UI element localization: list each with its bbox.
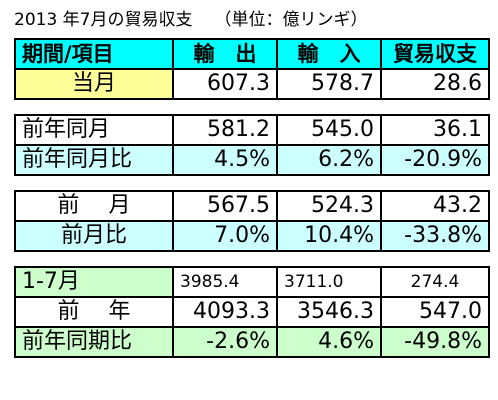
table-row: 前 月 567.5 524.3 43.2: [14, 190, 490, 222]
cell-exports: 567.5: [172, 190, 278, 222]
cell-balance: 28.6: [380, 68, 490, 100]
row-label-prev-period-ratio: 前年同期比: [14, 326, 174, 358]
row-label-jan-jul: 1-7月: [14, 266, 174, 298]
cell-balance: -49.8%: [380, 326, 490, 358]
row-label-prev-year-month-ratio: 前年同月比: [14, 144, 174, 176]
cell-balance: -33.8%: [380, 220, 490, 252]
cell-balance: 274.4: [380, 266, 490, 298]
cell-imports: 545.0: [276, 114, 382, 146]
cell-imports: 578.7: [276, 68, 382, 100]
header-row: 期間/項目 輸 出 輸 入 貿易収支: [14, 38, 490, 70]
table-prev-month: 前 月 567.5 524.3 43.2 前月比 7.0% 10.4% -33.…: [14, 190, 490, 252]
table-cumulative: 1-7月 3985.4 3711.0 274.4 前 年 4093.3 3546…: [14, 266, 490, 358]
header-exports: 輸 出: [172, 38, 278, 70]
cell-imports: 6.2%: [276, 144, 382, 176]
table-row: 前年同月 581.2 545.0 36.1: [14, 114, 490, 146]
cell-balance: 43.2: [380, 190, 490, 222]
table-row: 前年同月比 4.5% 6.2% -20.9%: [14, 144, 490, 176]
header-period: 期間/項目: [14, 38, 174, 70]
cell-imports: 10.4%: [276, 220, 382, 252]
table-row: 1-7月 3985.4 3711.0 274.4: [14, 266, 490, 298]
cell-imports: 524.3: [276, 190, 382, 222]
cell-imports: 4.6%: [276, 326, 382, 358]
header-balance: 貿易収支: [380, 38, 490, 70]
cell-exports: 4093.3: [172, 296, 278, 328]
cell-exports: 7.0%: [172, 220, 278, 252]
cell-balance: -20.9%: [380, 144, 490, 176]
cell-exports: 581.2: [172, 114, 278, 146]
table-row: 当月 607.3 578.7 28.6: [14, 68, 490, 100]
title-unit: （単位：億リンギ）: [214, 10, 368, 30]
header-imports: 輸 入: [276, 38, 382, 70]
cell-imports: 3711.0: [276, 266, 382, 298]
table-current: 期間/項目 輸 出 輸 入 貿易収支 当月 607.3 578.7 28.6: [14, 38, 490, 100]
row-label-current: 当月: [14, 68, 174, 100]
table-row: 前年同期比 -2.6% 4.6% -49.8%: [14, 326, 490, 358]
row-label-prev-month: 前 月: [14, 190, 174, 222]
table-row: 前月比 7.0% 10.4% -33.8%: [14, 220, 490, 252]
cell-exports: 3985.4: [172, 266, 278, 298]
table-row: 前 年 4093.3 3546.3 547.0: [14, 296, 490, 328]
cell-exports: 4.5%: [172, 144, 278, 176]
cell-exports: 607.3: [172, 68, 278, 100]
title-main: 2013 年7月の貿易収支: [14, 10, 193, 30]
cell-balance: 36.1: [380, 114, 490, 146]
page-title: 2013 年7月の貿易収支 （単位：億リンギ）: [14, 6, 367, 34]
cell-exports: -2.6%: [172, 326, 278, 358]
row-label-prev-year-month: 前年同月: [14, 114, 174, 146]
cell-balance: 547.0: [380, 296, 490, 328]
cell-imports: 3546.3: [276, 296, 382, 328]
row-label-prev-month-ratio: 前月比: [14, 220, 174, 252]
table-prev-year-month: 前年同月 581.2 545.0 36.1 前年同月比 4.5% 6.2% -2…: [14, 114, 490, 176]
row-label-prev-year: 前 年: [14, 296, 174, 328]
